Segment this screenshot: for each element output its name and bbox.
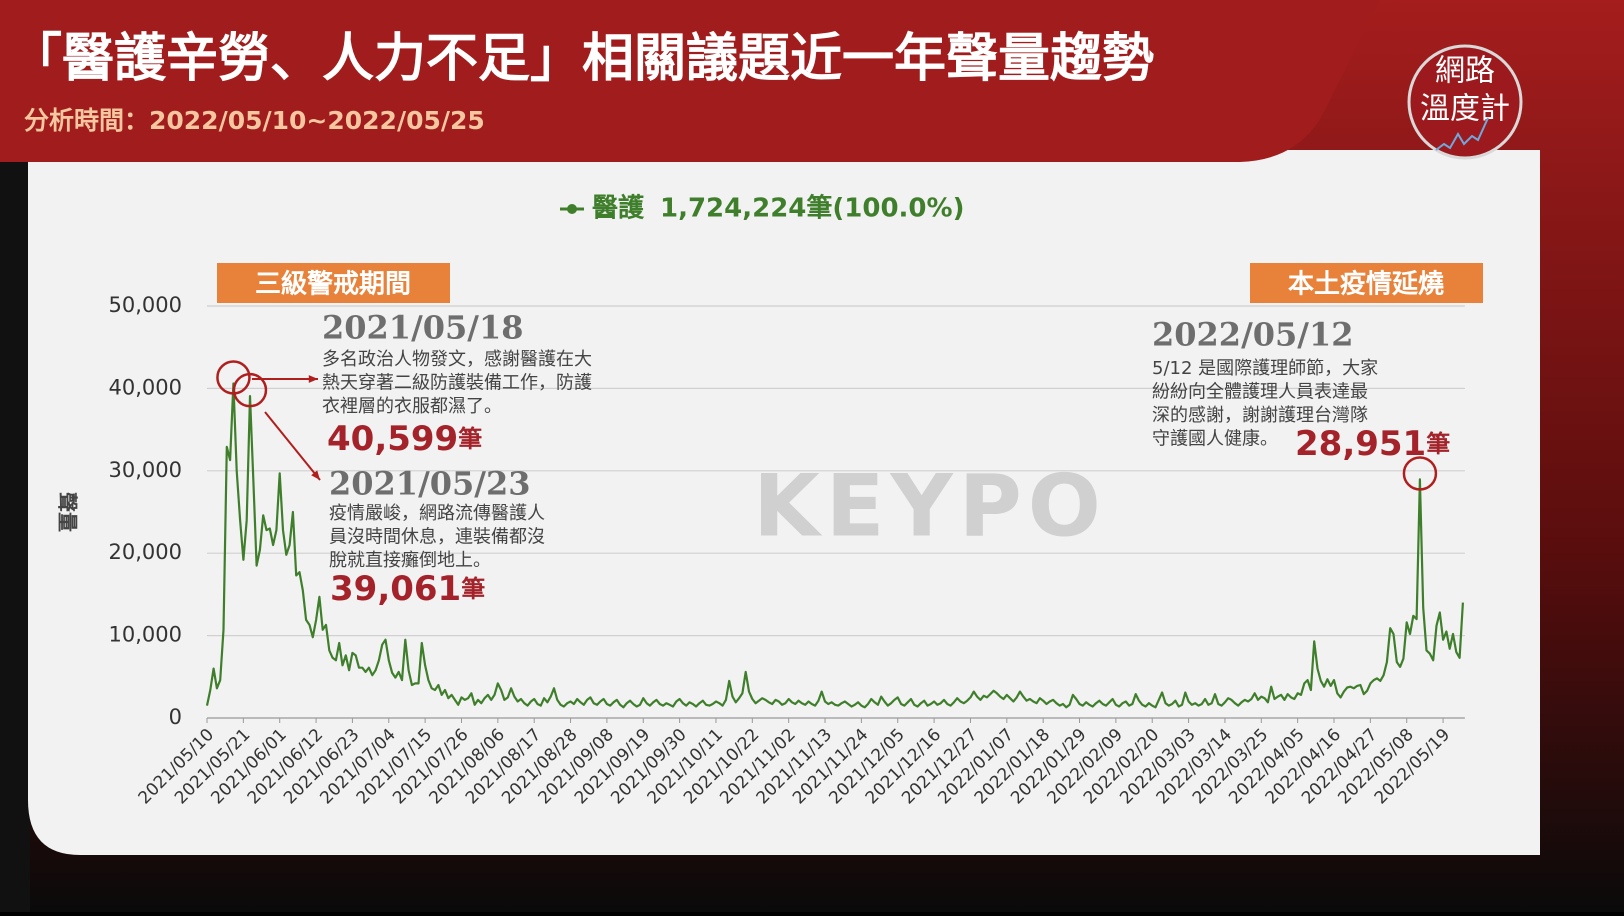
legend-label: 醫護 bbox=[592, 193, 645, 224]
legend: 醫護 1,724,224筆(100.0%) bbox=[560, 193, 964, 224]
card bbox=[28, 150, 1540, 855]
value-label: 39,061 bbox=[330, 569, 461, 609]
annotation-text: 深的感謝，謝謝護理台灣隊 bbox=[1152, 405, 1368, 426]
legend-total: 1,724,224筆(100.0%) bbox=[660, 194, 964, 224]
annotation-value: 28,951筆 bbox=[1295, 424, 1450, 464]
logo bbox=[1407, 44, 1523, 160]
watermark: KEYPO bbox=[753, 456, 1107, 556]
series-line bbox=[205, 382, 1464, 709]
value-unit: 筆 bbox=[458, 425, 482, 453]
y-tick-label: 50,000 bbox=[109, 293, 182, 317]
header-banner bbox=[0, 0, 1380, 162]
annotation-text: 衣裡層的衣服都濕了。 bbox=[322, 396, 502, 417]
arrow-head bbox=[311, 470, 320, 480]
annotation-text: 員沒時間休息，連裝備都沒 bbox=[329, 527, 545, 548]
logo-wave bbox=[1435, 117, 1489, 151]
arrow-head bbox=[308, 375, 318, 383]
annotation-text: 脫就直接癱倒地上。 bbox=[329, 550, 491, 571]
annotation-text: 紛紛向全體護理人員表達最 bbox=[1152, 382, 1368, 403]
legend-marker bbox=[567, 204, 577, 214]
y-tick-label: 40,000 bbox=[109, 375, 182, 399]
y-axis-label: 聲量 bbox=[56, 492, 80, 532]
annotation-value: 39,061筆 bbox=[330, 569, 485, 609]
annotation-date: 2021/05/18 bbox=[322, 309, 524, 347]
annotation-text: 疫情嚴峻，網路流傳醫護人 bbox=[329, 503, 545, 524]
y-tick-label: 30,000 bbox=[109, 458, 182, 482]
annotation-date: 2021/05/23 bbox=[329, 465, 531, 503]
value-unit: 筆 bbox=[461, 575, 485, 603]
logo-text: 溫度計 bbox=[1420, 92, 1510, 127]
annotation-text: 5/12 是國際護理師節，大家 bbox=[1152, 358, 1378, 379]
title: 「醫護辛勞、人力不足」相關議題近一年聲量趨勢 bbox=[10, 29, 1154, 89]
period-label: 本土疫情延燒 bbox=[1288, 269, 1444, 300]
period-box bbox=[217, 263, 450, 303]
annotation-date: 2022/05/12 bbox=[1152, 316, 1354, 354]
y-tick-label: 0 bbox=[169, 705, 182, 729]
annotation-text: 守護國人健康。 bbox=[1152, 429, 1278, 450]
period-box bbox=[1250, 263, 1483, 303]
subtitle: 分析時間：2022/05/10~2022/05/25 bbox=[24, 106, 485, 135]
highlight-circle bbox=[1402, 456, 1438, 491]
y-tick-label: 20,000 bbox=[109, 540, 182, 564]
logo-text: 網路 bbox=[1435, 54, 1495, 89]
highlight-circle bbox=[232, 372, 268, 408]
value-label: 28,951 bbox=[1295, 424, 1426, 464]
value-unit: 筆 bbox=[1426, 430, 1450, 458]
annotation-text: 熱天穿著二級防護裝備工作，防護 bbox=[322, 373, 592, 394]
y-tick-label: 10,000 bbox=[109, 623, 182, 647]
annotation-text: 多名政治人物發文，感謝醫護在大 bbox=[322, 349, 592, 370]
annotation-value: 40,599筆 bbox=[327, 419, 482, 459]
period-label: 三級警戒期間 bbox=[255, 269, 411, 300]
value-label: 40,599 bbox=[327, 419, 458, 459]
arrow bbox=[264, 411, 321, 481]
plot: 0 10,000 20,000 30,000 40,000 50,000 2021/05/1… bbox=[109, 293, 1465, 808]
